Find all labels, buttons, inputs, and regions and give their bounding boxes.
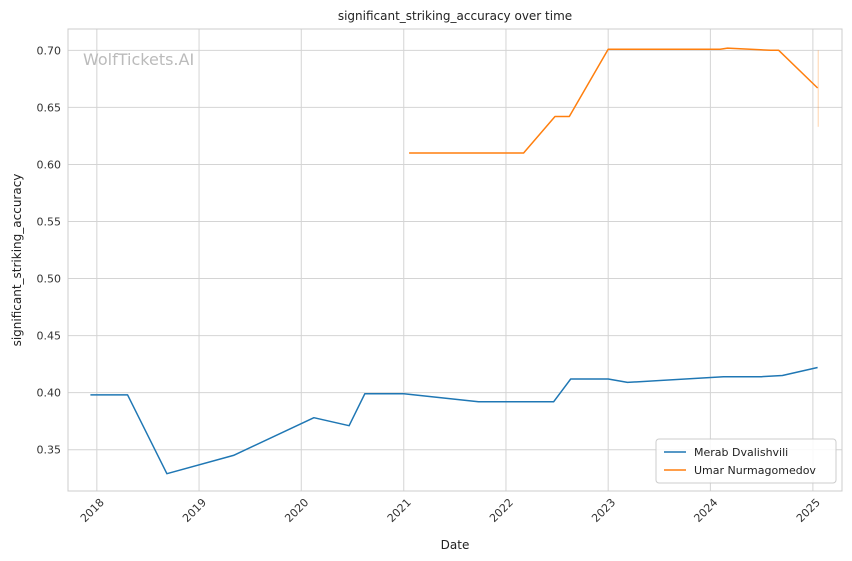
legend-label: Umar Nurmagomedov <box>694 464 816 477</box>
x-tick-label: 2018 <box>78 496 107 525</box>
series-line-2 <box>409 47 819 154</box>
y-tick-label: 0.55 <box>37 215 62 228</box>
y-tick-label: 0.65 <box>37 101 62 114</box>
x-axis-label: Date <box>441 538 470 552</box>
legend: Merab Dvalishvili Umar Nurmagomedov <box>655 438 837 484</box>
x-axis-ticks: 2018 2019 2020 2021 2022 2023 2024 2025 <box>78 496 823 525</box>
x-tick-label: 2022 <box>487 496 516 525</box>
plot-frame <box>67 28 843 492</box>
series-layer <box>90 47 819 475</box>
grid <box>68 29 842 491</box>
x-tick-label: 2025 <box>794 496 823 525</box>
y-tick-label: 0.35 <box>37 444 62 457</box>
y-tick-label: 0.45 <box>37 330 62 343</box>
series-line-1 <box>90 366 818 475</box>
y-tick-label: 0.40 <box>37 387 62 400</box>
legend-box <box>655 438 837 484</box>
y-tick-label: 0.70 <box>37 44 62 57</box>
x-tick-label: 2024 <box>691 496 720 525</box>
x-tick-label: 2021 <box>385 496 414 525</box>
y-tick-label: 0.50 <box>37 273 62 286</box>
x-tick-label: 2023 <box>589 496 618 525</box>
x-tick-label: 2019 <box>180 496 209 525</box>
x-tick-label: 2020 <box>282 496 311 525</box>
chart-title: significant_striking_accuracy over time <box>338 9 572 23</box>
y-tick-label: 0.60 <box>37 158 62 171</box>
y-axis-label: significant_striking_accuracy <box>10 174 24 347</box>
legend-label: Merab Dvalishvili <box>694 446 788 459</box>
watermark: WolfTickets.AI <box>83 50 194 69</box>
y-axis-ticks: 0.35 0.40 0.45 0.50 0.55 0.60 0.65 0.70 <box>37 44 62 456</box>
